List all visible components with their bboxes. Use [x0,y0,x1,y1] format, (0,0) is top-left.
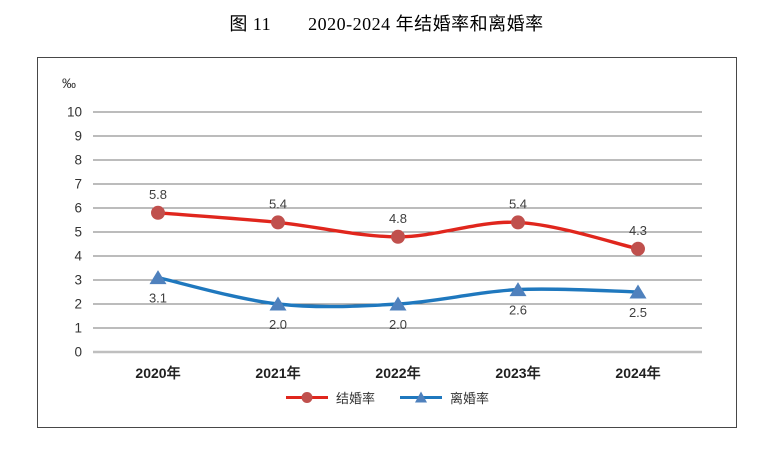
x-axis-label: 2020年 [135,365,180,381]
y-tick-label: 4 [74,249,82,264]
figure-title: 图 11 2020-2024 年结婚率和离婚率 [229,14,544,34]
data-label: 4.3 [629,223,647,238]
marriage-point-marker [151,205,165,220]
x-axis-label: 2024年 [615,365,660,381]
data-label: 2.6 [509,303,527,318]
data-label: 2.0 [269,317,287,332]
divorce-point-marker [269,296,287,311]
divorce-point-marker [149,270,167,285]
legend-label-marriage: 结婚率 [335,391,375,406]
y-axis-unit-label: ‰ [62,75,76,91]
chart-container: 0 1 2 3 4 5 6 7 8 9 10 ‰ 2020年 2021年 2022年 2023年 2024年 5.… [37,57,737,428]
y-tick-label: 3 [74,273,82,288]
data-label: 2.0 [389,317,407,332]
chart-legend: 结婚率 离婚率 [38,388,736,407]
marriage-point-marker [511,215,525,230]
legend-label-divorce: 离婚率 [450,391,490,406]
legend-item-marriage: 结婚率 [285,388,375,407]
data-label: 5.8 [149,187,167,202]
y-tick-label: 2 [74,297,82,312]
x-axis-label: 2022年 [375,365,420,381]
y-tick-label: 8 [74,153,82,168]
data-label: 5.4 [269,196,287,211]
data-label: 5.4 [509,196,527,211]
legend-circle-marriage [301,392,313,403]
data-label: 3.1 [149,291,167,306]
marriage-point-marker [391,229,405,244]
legend-item-divorce: 离婚率 [399,388,489,407]
divorce-point-marker [629,284,647,299]
divorce-legend-marker-icon [400,391,442,403]
legend-triangle-divorce [415,391,427,403]
y-tick-label: 0 [74,345,82,360]
y-tick-label: 9 [74,129,82,144]
divorce-point-marker [389,296,407,311]
y-tick-label: 1 [74,321,82,336]
marriage-point-marker [631,241,645,256]
x-axis-label: 2023年 [495,365,540,381]
y-tick-label: 7 [74,177,82,192]
marriage-legend-marker-icon [285,392,328,403]
y-tick-label: 6 [74,201,82,216]
x-axis-label: 2021年 [255,365,300,381]
data-label: 2.5 [629,305,647,320]
y-tick-label: 5 [74,225,82,240]
data-label: 4.8 [389,211,407,226]
line-chart: 0 1 2 3 4 5 6 7 8 9 10 ‰ 2020年 2021年 2022年 2023年 2024年 5.… [62,75,702,381]
divorce-point-marker [509,282,527,297]
y-tick-label: 10 [67,105,82,120]
marriage-point-marker [271,215,285,230]
